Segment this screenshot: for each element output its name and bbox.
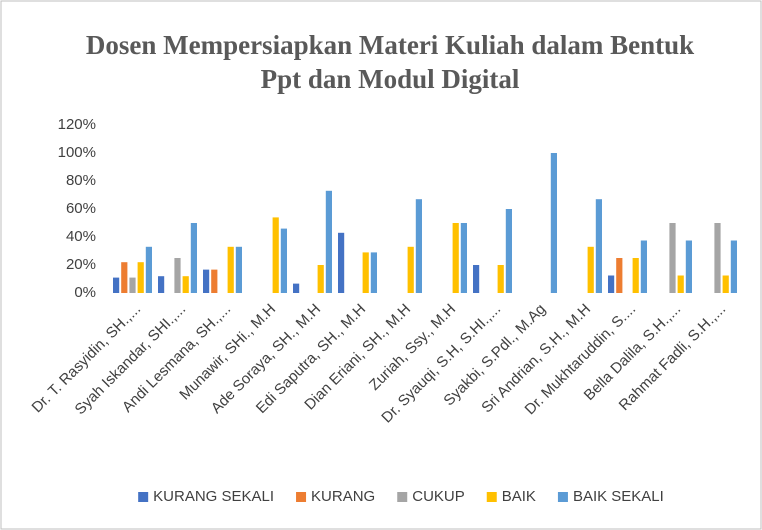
legend: KURANG SEKALI KURANG CUKUP BAIK BAIK SEKALI bbox=[138, 488, 664, 505]
bar bbox=[325, 190, 332, 293]
legend-label: CUKUP bbox=[412, 488, 465, 505]
bar bbox=[714, 223, 721, 293]
legend-label: BAIK bbox=[502, 488, 536, 505]
y-tick-label: 40% bbox=[66, 228, 96, 245]
legend-label: KURANG bbox=[311, 488, 375, 505]
chart-title: Ppt dan Modul Digital bbox=[261, 64, 520, 94]
bar bbox=[293, 283, 300, 293]
bar bbox=[370, 252, 377, 293]
bar bbox=[362, 252, 369, 293]
bar bbox=[550, 153, 557, 293]
bar bbox=[158, 276, 165, 293]
y-tick-label: 100% bbox=[58, 144, 96, 161]
y-tick-label: 0% bbox=[74, 284, 96, 301]
legend-swatch bbox=[557, 492, 568, 502]
bar bbox=[722, 275, 729, 293]
chart-title: Dosen Mempersiapkan Materi Kuliah dalam … bbox=[86, 30, 694, 60]
legend-swatch bbox=[397, 492, 408, 502]
bar bbox=[121, 262, 128, 293]
legend-label: KURANG SEKALI bbox=[153, 488, 274, 505]
bar bbox=[235, 246, 242, 293]
bar bbox=[211, 269, 218, 293]
y-tick-label: 60% bbox=[66, 200, 96, 217]
legend-label: BAIK SEKALI bbox=[573, 488, 664, 505]
y-tick-label: 120% bbox=[58, 116, 96, 133]
bar bbox=[452, 223, 459, 293]
bar bbox=[730, 240, 737, 293]
bar bbox=[677, 275, 684, 293]
bar bbox=[129, 277, 136, 293]
bar bbox=[685, 240, 692, 293]
bar bbox=[587, 246, 594, 293]
bar bbox=[145, 246, 152, 293]
bar bbox=[460, 223, 467, 293]
bar bbox=[272, 217, 279, 293]
bar bbox=[203, 269, 210, 293]
y-tick-label: 20% bbox=[66, 256, 96, 273]
bar bbox=[595, 199, 602, 293]
bar bbox=[505, 209, 512, 293]
bar bbox=[407, 246, 414, 293]
bar bbox=[608, 275, 615, 293]
bar bbox=[280, 228, 287, 293]
legend-swatch bbox=[486, 492, 497, 502]
bar bbox=[497, 265, 504, 293]
bar bbox=[669, 223, 676, 293]
bar bbox=[415, 199, 422, 293]
bar bbox=[137, 262, 144, 293]
bar bbox=[174, 258, 181, 293]
y-tick-label: 80% bbox=[66, 172, 96, 189]
bar bbox=[317, 265, 324, 293]
bar bbox=[182, 276, 189, 293]
legend-swatch bbox=[296, 492, 307, 502]
bar bbox=[632, 258, 639, 293]
legend-swatch bbox=[138, 492, 149, 502]
bar bbox=[640, 240, 647, 293]
bar bbox=[113, 277, 120, 293]
bar bbox=[473, 265, 480, 293]
bar bbox=[338, 232, 345, 293]
bar bbox=[190, 223, 197, 293]
bar bbox=[616, 258, 623, 293]
bar bbox=[227, 246, 234, 293]
